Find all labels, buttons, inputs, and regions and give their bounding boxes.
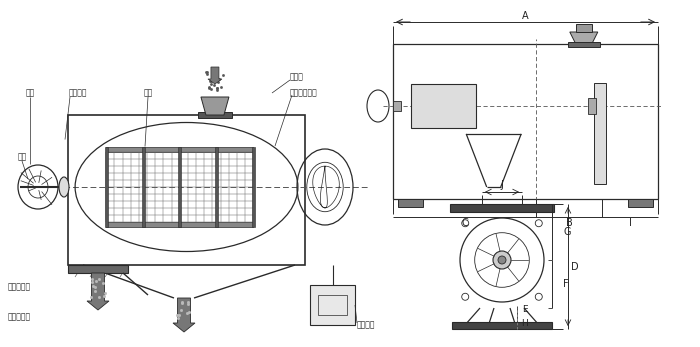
Circle shape: [498, 256, 506, 264]
Bar: [106, 222, 253, 228]
Text: F: F: [563, 279, 568, 289]
Text: 进料口: 进料口: [290, 73, 304, 82]
Text: E: E: [522, 305, 528, 314]
Text: D: D: [571, 262, 579, 271]
Bar: [393, 101, 401, 111]
Bar: [576, 24, 592, 32]
Text: I: I: [629, 218, 631, 228]
Text: 网架: 网架: [144, 88, 153, 98]
Ellipse shape: [59, 177, 69, 197]
Text: 主轴: 主轴: [18, 152, 27, 161]
FancyArrow shape: [173, 298, 195, 332]
Bar: [318, 295, 347, 315]
Text: B: B: [566, 218, 573, 228]
Polygon shape: [201, 97, 229, 115]
Bar: [398, 199, 423, 207]
Polygon shape: [570, 32, 598, 44]
Text: 风轮叶片: 风轮叶片: [69, 88, 88, 98]
Circle shape: [493, 251, 511, 269]
Bar: [568, 42, 600, 47]
FancyArrow shape: [208, 67, 222, 84]
Bar: [628, 199, 653, 207]
Text: J: J: [500, 180, 503, 190]
Bar: [411, 84, 476, 128]
Bar: [588, 98, 596, 114]
Bar: [450, 204, 554, 212]
Bar: [141, 146, 145, 228]
Bar: [215, 146, 218, 228]
Text: G: G: [563, 227, 570, 237]
Text: 细料排出口: 细料排出口: [8, 313, 31, 322]
Bar: [393, 44, 658, 199]
Bar: [178, 146, 181, 228]
Text: 驱动电机: 驱动电机: [357, 321, 375, 330]
Bar: [106, 146, 253, 152]
Bar: [252, 146, 255, 228]
FancyArrow shape: [87, 273, 109, 310]
Text: A: A: [522, 11, 528, 21]
Text: 粗料排出口: 粗料排出口: [8, 282, 31, 291]
Bar: [105, 146, 108, 228]
Bar: [594, 83, 606, 184]
Text: 螺旋输送系统: 螺旋输送系统: [290, 88, 318, 98]
Bar: [452, 322, 552, 329]
Bar: [310, 285, 355, 325]
Bar: [198, 112, 232, 118]
Bar: [68, 115, 305, 265]
Bar: [68, 265, 128, 273]
Text: C: C: [461, 218, 468, 228]
Text: 风轮: 风轮: [25, 88, 34, 98]
Text: H: H: [522, 319, 528, 328]
